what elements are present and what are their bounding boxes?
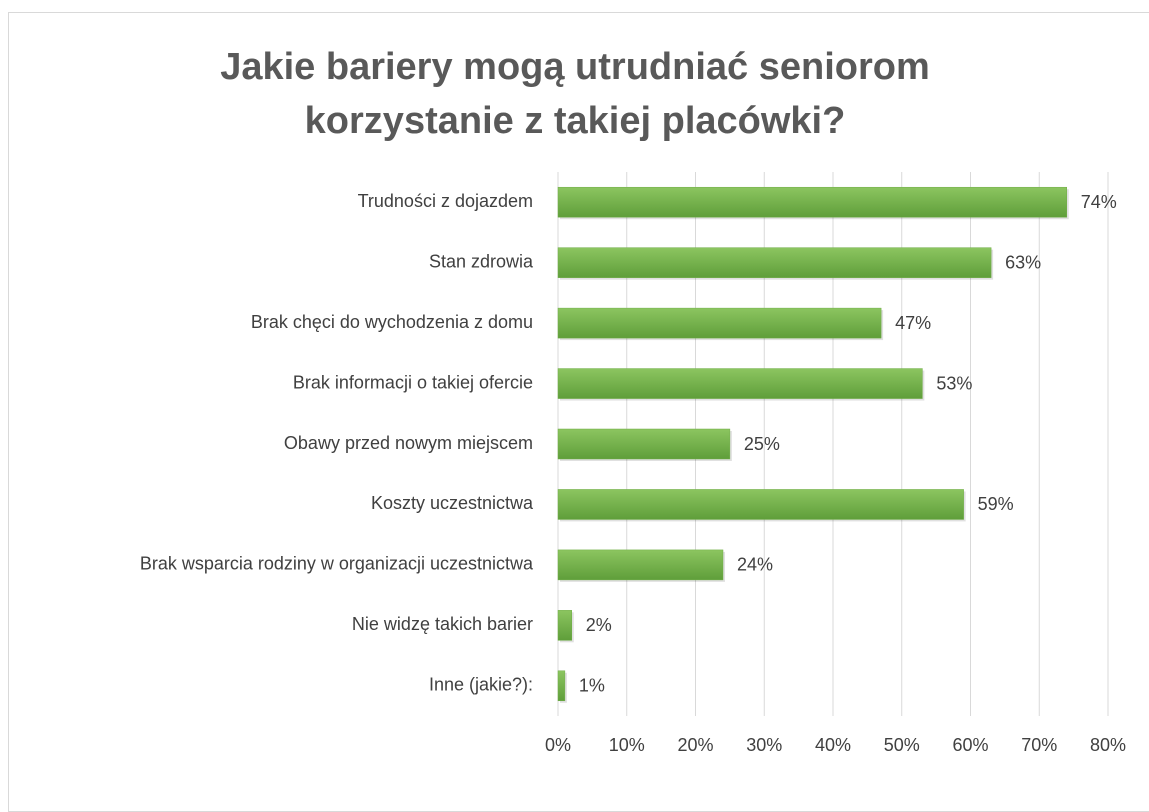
data-label: 1%: [579, 676, 605, 696]
bar: [557, 670, 566, 702]
y-tick-label: Inne (jakie?):: [429, 675, 533, 695]
bar: [557, 368, 923, 399]
data-label: 74%: [1081, 192, 1117, 212]
data-label: 24%: [737, 555, 773, 575]
bar: [557, 428, 731, 460]
x-tick-label: 80%: [1090, 735, 1126, 755]
data-label: 25%: [744, 434, 780, 454]
bar: [557, 489, 964, 520]
y-tick-label: Trudności z dojazdem: [358, 191, 533, 211]
x-tick-label: 30%: [746, 735, 782, 755]
x-tick-label: 50%: [884, 735, 920, 755]
data-label: 53%: [936, 373, 972, 393]
chart-area: Jakie bariery mogą utrudniać seniorom ko…: [8, 12, 1149, 812]
x-tick-label: 10%: [609, 735, 645, 755]
y-tick-label: Brak wsparcia rodziny w organizacji ucze…: [140, 554, 534, 574]
chart: 0% 10% 20% 30% 40% 50% 60% 70% 80% Trudności z do…: [140, 172, 1126, 755]
y-tick-label: Brak chęci do wychodzenia z domu: [251, 312, 533, 332]
data-label: 2%: [586, 615, 612, 635]
x-tick-label: 0%: [545, 735, 571, 755]
y-tick-label: Nie widzę takich barier: [352, 614, 533, 634]
y-tick-label: Obawy przed nowym miejscem: [284, 433, 533, 453]
y-tick-label: Brak informacji o takiej ofercie: [293, 372, 533, 392]
bar: [557, 549, 724, 581]
bar: [557, 610, 572, 641]
x-tick-label: 60%: [952, 735, 988, 755]
bar: [557, 307, 882, 339]
chart-title: Jakie bariery mogą utrudniać seniorom ko…: [220, 46, 930, 142]
data-label: 47%: [895, 313, 931, 333]
x-tick-label: 20%: [677, 735, 713, 755]
bar: [557, 186, 1067, 218]
x-tick-label: 40%: [815, 735, 851, 755]
x-tick-label: 70%: [1021, 735, 1057, 755]
bar: [557, 247, 992, 278]
y-tick-label: Stan zdrowia: [429, 251, 534, 271]
data-label: 63%: [1005, 252, 1041, 272]
data-label: 59%: [978, 494, 1014, 514]
y-tick-label: Koszty uczestnictwa: [371, 493, 534, 513]
